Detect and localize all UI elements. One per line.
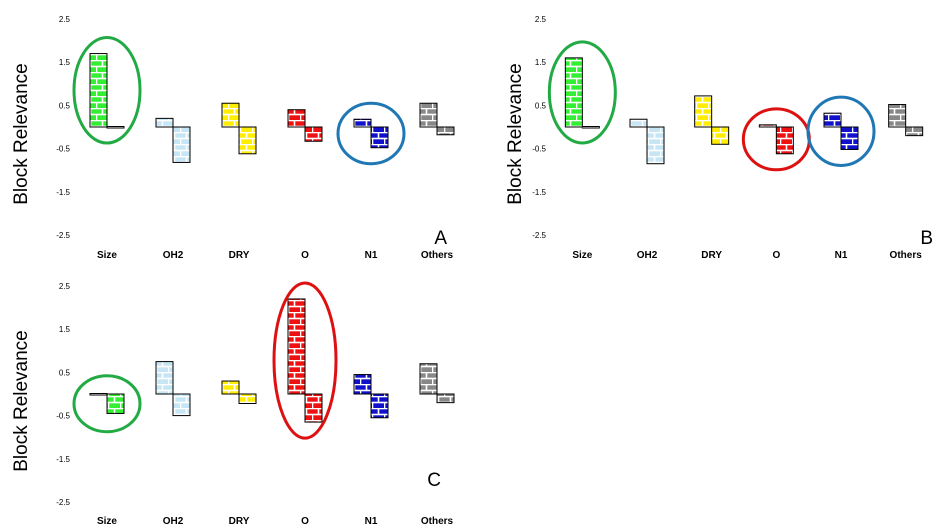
x-category-label: N1 [835,250,848,261]
bar [711,126,730,145]
y-tick-label: 0.5 [59,368,71,377]
bar [287,109,306,128]
chart-panel-c: 2.5 1.5 0.5 -0.5 -1.5 -2.5 Block Relevance Size… [11,281,455,527]
y-tick-label: 2.5 [59,282,71,291]
y-tick-label: 1.5 [59,325,71,334]
highlight-ellipse [72,374,142,434]
y-tick-label: -0.5 [56,145,70,154]
y-tick-label: 0.5 [59,101,71,110]
highlight-ellipse [336,101,406,166]
panel-label: B [920,228,933,249]
x-category-label: DRY [229,250,250,261]
bar [419,363,438,395]
x-category-label: OH2 [637,250,658,261]
bar [436,393,455,404]
y-tick-label: -0.5 [56,412,70,421]
bar [304,126,323,142]
bar [106,393,125,414]
x-category-label: Size [97,250,117,261]
y-tick-label: 2.5 [535,15,547,24]
bar [646,126,665,165]
x-category-label: Size [572,250,592,261]
bar [287,298,306,395]
bar [758,124,777,128]
x-category-label: DRY [229,516,250,527]
bar [89,53,108,128]
panel-label: C [427,470,441,491]
y-axis-title: Block Relevance [11,63,32,205]
bar [905,126,924,137]
x-category-label: N1 [365,516,378,527]
x-category-label: N1 [365,250,378,261]
y-tick-label: 1.5 [535,58,547,67]
x-category-label: O [772,250,780,261]
x-category-label: Others [421,516,454,527]
bar [106,126,125,129]
bar [304,393,323,423]
x-category-label: Others [421,250,454,261]
x-category-label: O [301,516,309,527]
chart-panel-b: 2.5 1.5 0.5 -0.5 -1.5 -2.5 Block Relevance Size… [505,15,933,261]
bar [353,374,372,395]
bar [840,126,859,150]
bar [238,126,257,155]
bar [221,380,240,395]
y-tick-label: -1.5 [56,188,70,197]
bar [823,112,842,128]
y-tick-label: -2.5 [56,498,70,507]
x-category-label: OH2 [163,516,184,527]
bar [155,117,174,128]
highlight-ellipse [272,281,338,440]
bar [629,118,648,128]
bar [436,126,455,136]
y-tick-label: -2.5 [56,231,70,240]
highlight-ellipse [547,40,617,145]
y-axis-title: Block Relevance [505,63,526,205]
x-category-label: OH2 [163,250,184,261]
bar [888,104,907,128]
panel-label: A [434,228,447,249]
y-tick-label: -0.5 [532,145,546,154]
bar [564,57,583,128]
highlight-ellipse [72,36,142,145]
y-tick-label: 2.5 [59,15,71,24]
chart-panel-a: 2.5 1.5 0.5 -0.5 -1.5 -2.5 Block Relevance Size… [11,15,455,261]
y-tick-label: 0.5 [535,101,547,110]
x-category-label: Size [97,516,117,527]
bar [419,102,438,128]
x-category-label: Others [890,250,923,261]
bar [775,126,794,155]
x-category-label: DRY [701,250,722,261]
y-tick-label: 1.5 [59,58,71,67]
bar [353,118,372,128]
y-tick-label: -1.5 [56,455,70,464]
bar [172,126,191,163]
bar [694,95,713,128]
bar [221,102,240,128]
bar [172,393,191,417]
bar [581,126,600,129]
y-tick-label: -2.5 [532,231,546,240]
bar [155,361,174,395]
bar [370,126,389,149]
bar [238,393,257,405]
y-axis-title: Block Relevance [11,330,32,472]
x-category-label: O [301,250,309,261]
highlight-ellipse [806,95,876,167]
y-tick-label: -1.5 [532,188,546,197]
bar [89,393,108,396]
bar [370,393,389,419]
